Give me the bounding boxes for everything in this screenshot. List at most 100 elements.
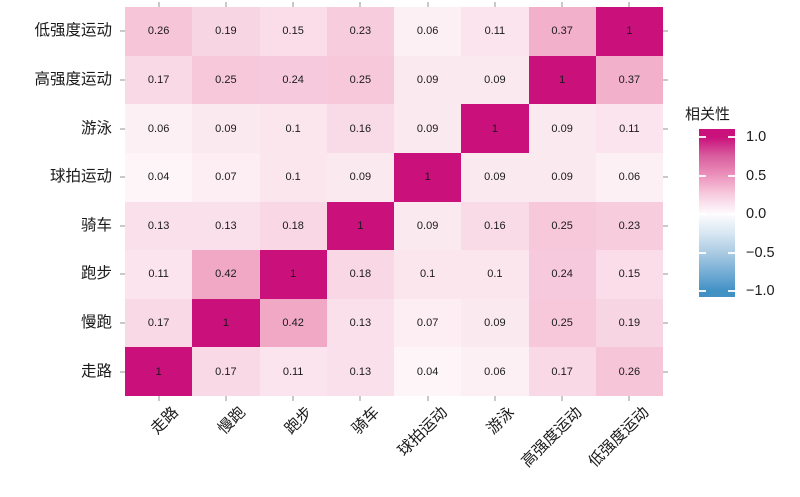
top-tick [359,2,362,7]
cell-value: 0.09 [484,171,506,184]
legend-tick [699,213,706,215]
legend-tick-label: −1.0 [746,283,775,299]
cell-value: 0.15 [618,268,641,281]
bottom-tick [628,396,631,401]
heatmap-cell: 0.07 [394,298,462,348]
y-axis-label: 高强度运动 [34,70,112,88]
cell-value: 1 [626,25,633,38]
heatmap-cell: 0.25 [528,298,596,348]
heatmap-cell: 0.09 [528,104,596,153]
legend-tick [699,174,706,177]
y-axis-label: 慢跑 [80,314,112,332]
legend-tick [699,290,706,292]
cell-value: 0.25 [551,317,573,330]
cell-value: 0.09 [484,317,506,330]
cell-value: 0.42 [282,317,304,330]
heatmap-cell: 0.42 [259,298,327,348]
heatmap-cell: 0.17 [125,298,193,348]
cell-value: 0.1 [419,268,436,281]
heatmap-cell: 0.06 [125,104,193,153]
heatmap-cell: 1 [259,250,327,299]
right-tick [663,370,668,373]
heatmap-cell: 0.04 [125,152,193,202]
heatmap-cell: 0.06 [595,152,663,202]
heatmap-cell: 0.06 [394,7,462,56]
left-tick [120,176,125,179]
cell-value: 0.06 [484,365,506,378]
cell-value: 0.37 [551,25,573,38]
cell-value: 0.09 [416,219,439,232]
heatmap-cell: 1 [595,7,663,56]
cell-value: 0.09 [416,73,439,86]
heatmap-cell: 0.11 [259,347,327,396]
cell-value: 0.17 [147,317,170,330]
heatmap-cell: 0.16 [326,104,394,153]
heatmap-cell: 0.04 [394,347,462,396]
heatmap-cell: 0.25 [192,55,260,105]
cell-value: 0.18 [282,219,304,232]
y-axis-label: 走路 [80,362,112,380]
heatmap-cell: 0.09 [326,152,394,202]
left-tick [120,30,125,33]
bottom-tick [157,396,160,401]
left-tick [120,78,125,81]
x-axis-label: 走路 [147,403,182,438]
cell-value: 0.13 [349,365,372,378]
bottom-tick [224,396,227,401]
heatmap-cell: 0.1 [259,152,327,202]
top-tick [628,2,631,7]
top-tick [224,2,227,7]
heatmap-cell: 0.23 [595,201,663,251]
x-axis-label: 跑步 [282,403,316,438]
cell-value: 0.09 [551,122,573,135]
bottom-tick [426,396,429,401]
heatmap-cell: 0.18 [326,250,394,299]
heatmap-cell: 0.09 [461,152,529,202]
cell-value: 0.13 [215,219,237,232]
heatmap-cell: 0.13 [326,298,394,348]
legend-tick [728,174,735,177]
heatmap-cell: 0.15 [259,7,327,56]
left-tick [120,273,125,276]
left-tick [120,322,125,325]
cell-value: 0.19 [215,25,237,38]
cell-value: 0.06 [618,171,641,184]
heatmap-cell: 0.19 [595,298,663,348]
heatmap-cell: 0.15 [595,250,663,299]
right-tick [663,273,668,276]
legend-tick-label: −0.5 [746,244,775,261]
y-axis-label: 球拍运动 [49,168,112,186]
heatmap-cell: 0.1 [461,250,529,299]
top-tick [157,2,160,7]
heatmap-cell: 1 [326,201,394,251]
cell-value: 0.24 [551,268,573,281]
left-tick [120,370,125,373]
heatmap-cell: 0.13 [125,201,193,251]
cell-value: 0.18 [349,268,372,281]
heatmap-cell: 0.13 [326,347,394,396]
y-axis-label: 低强度运动 [34,22,112,40]
cell-value: 0.17 [215,365,237,378]
heatmap-cell: 0.09 [461,298,529,348]
cell-value: 0.07 [215,171,237,184]
y-axis-label: 跑步 [80,265,112,283]
heatmap-cell: 0.09 [461,55,529,105]
legend-tick [728,213,735,215]
heatmap-cell: 0.09 [528,152,596,202]
heatmap-cell: 0.24 [259,55,327,105]
top-tick [561,2,564,7]
cell-value: 0.25 [215,73,237,86]
heatmap-cell: 0.11 [461,7,529,56]
cell-value: 1 [491,122,498,135]
heatmap-cell: 0.13 [192,201,260,251]
right-tick [663,78,668,81]
right-tick [663,322,668,325]
x-axis-label: 骑车 [349,403,384,438]
cell-value: 0.07 [416,317,439,330]
heatmap-cell: 0.11 [125,250,193,299]
cell-value: 0.11 [148,268,169,281]
cell-value: 0.17 [551,365,573,378]
legend-tick-label: 0.5 [746,167,767,184]
heatmap-cell: 0.17 [125,55,193,105]
legend-title: 相关性 [685,106,731,123]
